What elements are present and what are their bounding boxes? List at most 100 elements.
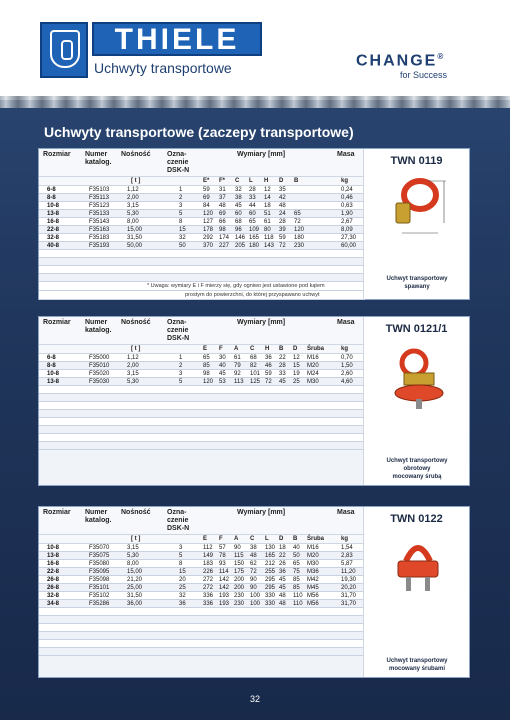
table-cell: 78: [219, 553, 226, 559]
table-cell: 1,90: [341, 211, 353, 217]
table-cell: 48: [219, 203, 226, 209]
table-cell: 32-8: [47, 593, 60, 599]
table-cell: 22: [279, 355, 286, 361]
table-cell: 50,00: [127, 243, 143, 249]
table-cell: 120: [203, 379, 214, 385]
table-cell: 33: [279, 371, 286, 377]
product-caption: Uchwyt transportowy mocowany śrubami: [368, 657, 466, 673]
table-cell: 80: [264, 227, 271, 233]
table-cell: 15: [179, 569, 186, 575]
table-row: 26-8 F35098 21,20 20 272 142 200 90 295 45 85 M42 19…: [39, 576, 365, 584]
table-cell: F35098: [89, 577, 110, 583]
dim-b: B: [293, 536, 298, 542]
col-numer: Numer: [85, 151, 108, 158]
table-cell: M45: [307, 585, 319, 591]
note-line-2: prostym do powierzchni, do której przysp…: [185, 292, 320, 298]
table-cell: 101: [250, 371, 261, 377]
dim-sruba: Śruba: [307, 346, 325, 352]
table-cell: 227: [219, 243, 230, 249]
table-cell: 8: [179, 561, 183, 567]
product-caption: Uchwyt transportowy spawany: [368, 275, 466, 291]
table-cell: 125: [250, 379, 261, 385]
table-cell: 183: [203, 561, 214, 567]
table-cell: 93: [219, 561, 226, 567]
table-cell: 11,20: [341, 569, 356, 575]
units-row: [ t ] E F A C L D B Śruba kg: [39, 535, 365, 544]
table-row: 13-8 F35133 5,30 5 120 69 60 60 51 24 65 1,90: [39, 210, 365, 218]
model-name: TWN 0122: [390, 513, 443, 525]
table-cell: 13-8: [47, 379, 60, 385]
change-tagline: for Success: [400, 70, 448, 80]
table-row: 16-8 F35080 8,00 8 183 93 150 62 212 26 65 M30 5,87: [39, 560, 365, 568]
col-masa: Masa: [337, 509, 355, 516]
table-cell: 180: [294, 235, 305, 241]
thiele-emblem-icon: [40, 22, 88, 78]
table-cell: 28: [249, 187, 256, 193]
table-body: 6-8 F35000 1,12 1 65 30 61 68 36 22 12 M16 0,70 8-8 F3…: [39, 354, 365, 450]
table-cell: 90: [234, 545, 241, 551]
table-cell: 40: [293, 545, 300, 551]
table-cell: 59: [203, 187, 210, 193]
table-body: 10-8 F35070 3,15 3 112 57 90 38 130 18 40 M16 1,54 13…: [39, 544, 365, 656]
table-cell: 110: [293, 593, 303, 599]
table-cell: 40: [219, 363, 226, 369]
table-cell: M24: [307, 371, 319, 377]
table-cell: 31,70: [341, 593, 357, 599]
table-cell: 5: [179, 211, 183, 217]
table-cell: 2,83: [341, 553, 353, 559]
table-cell: 130: [265, 545, 276, 551]
table-cell: F35020: [89, 371, 110, 377]
table-cell: 114: [219, 569, 229, 575]
table-cell: F35101: [89, 585, 110, 591]
table-cell: 72: [265, 379, 272, 385]
table-cell: 3: [179, 371, 183, 377]
table-cell: 69: [203, 195, 210, 201]
dim-e: E: [203, 346, 208, 352]
table-cell: 92: [234, 371, 241, 377]
dim-f: F: [219, 536, 223, 542]
table-cell: 75: [293, 569, 300, 575]
table-cell: 61: [264, 219, 271, 225]
table-row: 32-8 F35183 31,50 32 292 174 146 165 118 59 180 27,…: [39, 234, 365, 242]
table-cell: 15,00: [127, 569, 143, 575]
unit-kg: kg: [341, 178, 349, 184]
table-cell: 336: [203, 593, 214, 599]
col-katalog: katalog.: [85, 327, 112, 334]
col-wymiary: Wymiary [mm]: [237, 509, 286, 516]
table-cell: 336: [203, 601, 214, 607]
table-row: 22-8 F35163 15,00 15 178 98 96 109 80 39 120 8,09: [39, 226, 365, 234]
table-cell: 34-8: [47, 601, 60, 607]
col-masa: Masa: [337, 319, 355, 326]
table-cell: 38: [250, 545, 257, 551]
empty-row: [39, 410, 365, 418]
dim-b: B: [294, 178, 299, 184]
table-cell: 72: [279, 243, 286, 249]
table-cell: 68: [235, 219, 242, 225]
dim-l: L: [265, 536, 269, 542]
table-cell: 16-8: [47, 561, 60, 567]
table-cell: M30: [307, 561, 319, 567]
table-cell: M56: [307, 601, 319, 607]
table-cell: M30: [307, 379, 319, 385]
dim-a: A: [234, 536, 239, 542]
table-cell: 175: [234, 569, 245, 575]
table-cell: 36: [265, 355, 272, 361]
table-cell: 8,00: [127, 561, 139, 567]
col-masa: Masa: [337, 151, 355, 158]
col-ozna: Ozna-: [167, 319, 187, 326]
col-rozmiar: Rozmiar: [43, 151, 71, 158]
table-cell: 48: [279, 203, 286, 209]
brand-name: THIELE: [114, 23, 240, 56]
table-cell: 59: [279, 235, 286, 241]
table-cell: 5: [179, 379, 183, 385]
table-cell: 98: [203, 371, 210, 377]
table-cell: F35102: [89, 593, 110, 599]
table-cell: 6-8: [47, 355, 56, 361]
table-row: 10-8 F35020 3,15 3 98 45 92 101 59 33 19 M24 2,60: [39, 370, 365, 378]
table-cell: F35143: [89, 219, 110, 225]
table-cell: 2,00: [127, 195, 139, 201]
table-cell: 27,30: [341, 235, 357, 241]
table-row: 13-8 F35030 5,30 5 120 53 113 125 72 45 25 M30 4,60: [39, 378, 365, 386]
table-cell: 36,00: [127, 601, 143, 607]
table-cell: 98: [219, 227, 226, 233]
